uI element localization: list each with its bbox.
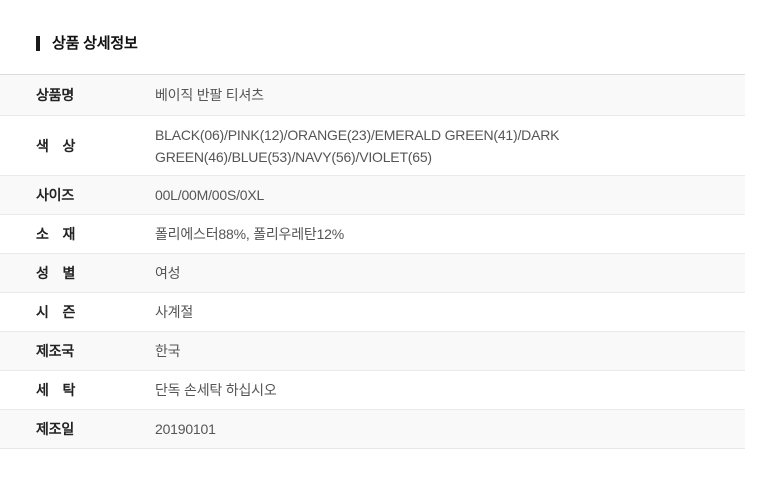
table-row-washing: 세 탁 단독 손세탁 하십시오 (0, 370, 745, 409)
table-row-manufacture-date: 제조일 20190101 (0, 409, 745, 448)
table-row-material: 소 재 폴리에스터88%, 폴리우레탄12% (0, 214, 745, 253)
table-row-season: 시 즌 사계절 (0, 292, 745, 331)
table-row-gender: 성 별 여성 (0, 253, 745, 292)
row-label: 시 즌 (36, 304, 76, 320)
row-value: 한국 (155, 343, 181, 359)
row-value: 단독 손세탁 하십시오 (155, 382, 277, 398)
row-value: BLACK(06)/PINK(12)/ORANGE(23)/EMERALD GR… (155, 126, 560, 165)
row-label: 상품명 (36, 87, 75, 103)
row-label: 제조국 (36, 343, 75, 359)
table-row-product-name: 상품명 베이직 반팔 티셔츠 (0, 75, 745, 115)
row-value: 베이직 반팔 티셔츠 (155, 87, 264, 103)
row-label: 소 재 (36, 226, 76, 242)
table-row-size: 사이즈 00L/00M/00S/0XL (0, 175, 745, 214)
title-accent-bar-icon (36, 36, 40, 51)
row-value: 여성 (155, 265, 181, 281)
row-value: 폴리에스터88%, 폴리우레탄12% (155, 226, 345, 242)
product-spec-table: 상품명 베이직 반팔 티셔츠 색 상 BLACK(06)/PINK(12)/OR… (0, 74, 745, 449)
section-title: 상품 상세정보 (36, 33, 780, 54)
table-row-color: 색 상 BLACK(06)/PINK(12)/ORANGE(23)/EMERAL… (0, 115, 745, 175)
row-value: 20190101 (155, 421, 216, 437)
row-label: 세 탁 (36, 382, 76, 398)
row-label: 성 별 (36, 265, 76, 281)
row-label: 색 상 (36, 137, 76, 154)
row-value: 사계절 (155, 304, 194, 320)
table-row-country: 제조국 한국 (0, 331, 745, 370)
section-title-text: 상품 상세정보 (52, 35, 138, 52)
row-label: 제조일 (36, 421, 75, 437)
row-label: 사이즈 (36, 187, 75, 203)
row-value: 00L/00M/00S/0XL (155, 187, 265, 203)
